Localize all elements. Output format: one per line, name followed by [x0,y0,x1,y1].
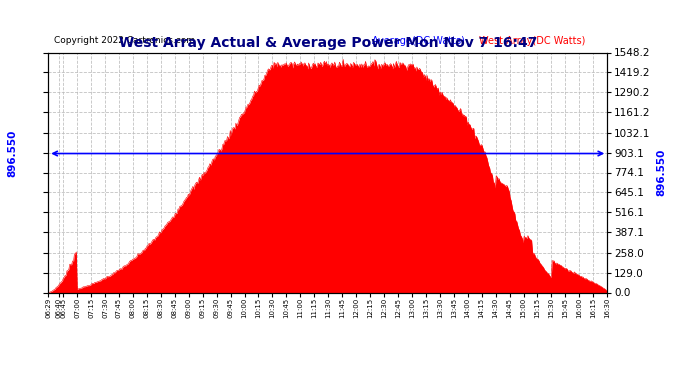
Text: West Array(DC Watts): West Array(DC Watts) [479,36,585,46]
Title: West Array Actual & Average Power Mon Nov 7 16:47: West Array Actual & Average Power Mon No… [119,36,537,50]
Text: 896.550: 896.550 [7,130,17,177]
Y-axis label: 896.550: 896.550 [656,149,667,196]
Text: Average(DC Watts): Average(DC Watts) [373,36,465,46]
Text: Copyright 2022 Cartronics.com: Copyright 2022 Cartronics.com [54,36,195,45]
